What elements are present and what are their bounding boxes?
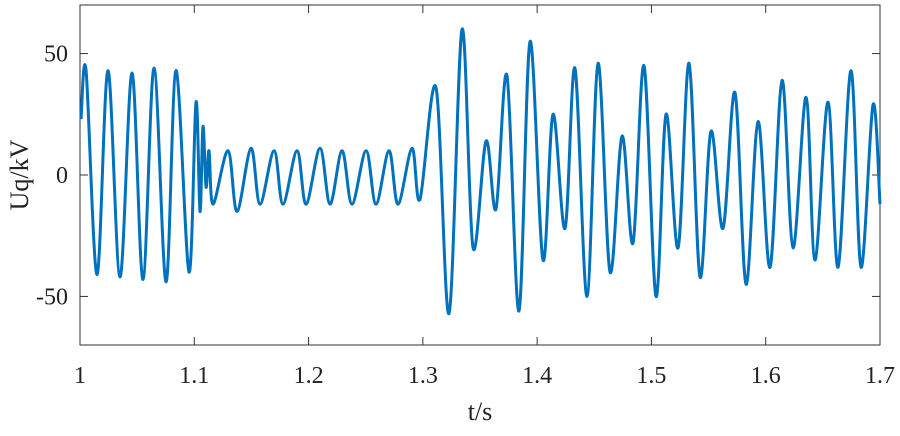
y-tick-label: -50 <box>36 284 68 310</box>
x-tick-label: 1.4 <box>522 363 552 389</box>
x-tick-label: 1 <box>74 363 86 389</box>
y-tick-label: 50 <box>44 42 68 68</box>
x-tick-label: 1.7 <box>865 363 895 389</box>
y-tick-label: 0 <box>56 163 68 189</box>
y-axis-label: Uq/kV <box>5 139 34 210</box>
line-series <box>79 27 882 315</box>
x-axis-label: t/s <box>468 397 493 426</box>
x-tick-label: 1.1 <box>179 363 209 389</box>
x-tick-label: 1.6 <box>751 363 781 389</box>
x-tick-label: 1.3 <box>408 363 438 389</box>
x-tick-label: 1.2 <box>294 363 324 389</box>
x-tick-label: 1.5 <box>636 363 666 389</box>
